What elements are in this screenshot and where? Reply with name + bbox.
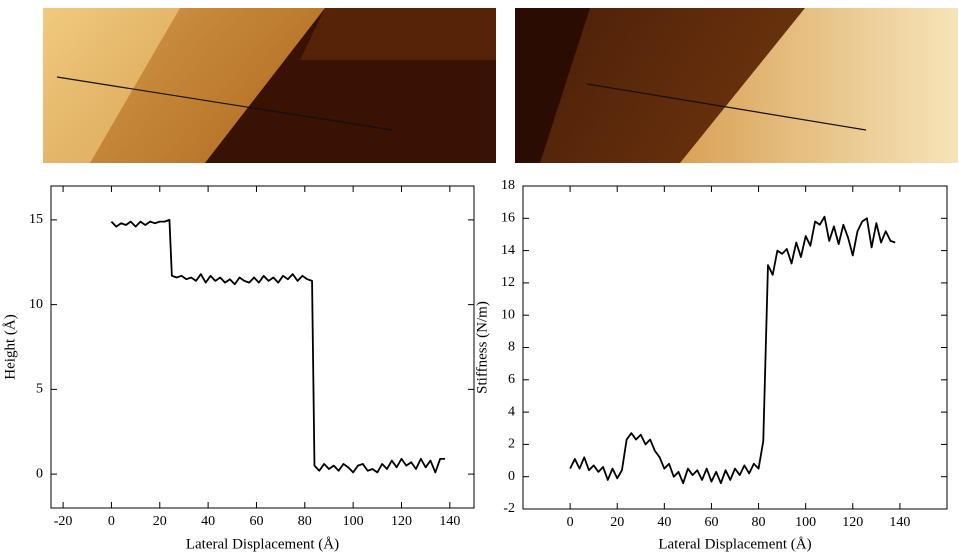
- y-axis-label: Stiffness (N/m): [474, 301, 490, 394]
- y-tick-label: 15: [29, 212, 43, 227]
- x-tick-label: 60: [249, 514, 263, 529]
- x-tick-label: 80: [752, 515, 766, 530]
- y-tick-label: 18: [501, 178, 515, 193]
- afm-image-stiffness: [515, 8, 958, 163]
- x-tick-label: 20: [153, 514, 167, 529]
- plot-frame: [522, 185, 948, 510]
- y-tick-label: 14: [501, 243, 515, 258]
- y-tick-label: 12: [501, 275, 515, 290]
- x-tick-label: 140: [439, 514, 460, 529]
- x-tick-label: 120: [391, 514, 412, 529]
- x-tick-label: 80: [298, 514, 312, 529]
- y-tick-label: 0: [36, 466, 43, 481]
- y-tick-label: 10: [501, 307, 515, 322]
- y-tick-label: 0: [508, 469, 515, 484]
- x-tick-label: 0: [108, 514, 115, 529]
- y-tick-label: 16: [501, 211, 515, 226]
- data-line: [110, 218, 445, 474]
- y-tick-label: 2: [508, 437, 515, 452]
- x-tick-label: 20: [610, 515, 624, 530]
- x-axis-label: Lateral Displacement (Å): [186, 536, 339, 552]
- data-line: [569, 215, 896, 485]
- y-tick-label: 5: [36, 382, 43, 397]
- x-tick-label: 0: [567, 515, 574, 530]
- x-tick-label: 60: [704, 515, 718, 530]
- afm-image-height: [43, 8, 496, 163]
- x-tick-label: -20: [54, 514, 73, 529]
- x-tick-label: 120: [842, 515, 863, 530]
- x-tick-label: 40: [201, 514, 215, 529]
- y-tick-label: 10: [29, 297, 43, 312]
- y-tick-label: 4: [508, 404, 515, 419]
- x-tick-label: 100: [795, 515, 816, 530]
- plot-frame: [50, 185, 475, 509]
- y-tick-label: 6: [508, 372, 515, 387]
- y-axis-label: Height (Å): [2, 314, 18, 379]
- x-axis-label: Lateral Displacement (Å): [658, 536, 811, 552]
- x-tick-label: 100: [343, 514, 364, 529]
- x-tick-label: 140: [889, 515, 910, 530]
- y-tick-label: -2: [503, 501, 515, 516]
- x-tick-label: 40: [657, 515, 671, 530]
- y-tick-label: 8: [508, 340, 515, 355]
